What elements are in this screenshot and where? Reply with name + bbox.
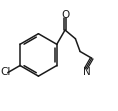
Text: Cl: Cl <box>1 67 11 77</box>
Text: N: N <box>83 67 90 77</box>
Text: O: O <box>61 10 69 20</box>
